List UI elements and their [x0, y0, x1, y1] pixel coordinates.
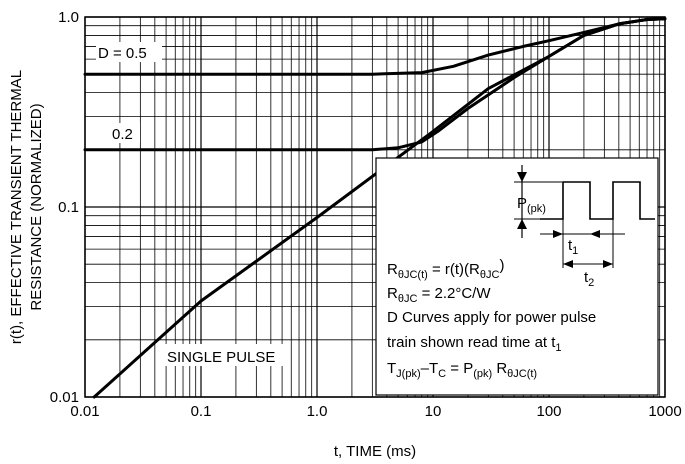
note-line-4: train shown read time at t1 — [387, 334, 562, 354]
pulse-train-diagram: P(pk) t1 t2 — [514, 165, 655, 289]
label-bg-single — [164, 344, 284, 366]
x-tick-label: 0.1 — [191, 403, 212, 420]
curve-label-d02: 0.2 — [112, 126, 133, 143]
t2-arrow-left-icon — [563, 260, 573, 268]
curve-single-pulse — [92, 17, 667, 399]
x-tick-label: 100 — [536, 403, 561, 420]
pk-arrow-down-icon — [517, 172, 527, 182]
notes-box: P(pk) t1 t2 RθJC(t) = r(t)(RθJC) RθJC = … — [375, 157, 659, 396]
pulse-train-waveform — [540, 181, 655, 220]
x-tick-label: 1.0 — [307, 403, 328, 420]
curves — [83, 17, 667, 399]
notes-box-frame — [375, 157, 659, 396]
t1-arrow-left-icon — [590, 230, 600, 238]
t2-label: t2 — [584, 269, 594, 289]
label-bg-d02 — [110, 123, 140, 143]
curve-label-single-pulse: SINGLE PULSE — [167, 349, 275, 366]
y-tick-label: 0.1 — [58, 199, 79, 216]
t1-label: t1 — [568, 237, 578, 257]
x-tick-label: 1000 — [648, 403, 681, 420]
p-pk-label: P(pk) — [517, 195, 546, 215]
note-line-1: RθJC(t) = r(t)(RθJC) — [387, 257, 504, 281]
note-line-2: RθJC = 2.2°C/W — [387, 285, 491, 305]
x-tick-label: 10 — [425, 403, 442, 420]
note-line-5: TJ(pk)–TC = P(pk) RθJC(t) — [387, 360, 537, 380]
y-tick-label: 1.0 — [58, 9, 79, 26]
plot-frame — [84, 16, 666, 398]
x-tick-labels: 0.01 0.1 1.0 10 100 1000 — [70, 403, 681, 420]
t2-arrow-right-icon — [603, 260, 613, 268]
y-tick-labels: 0.01 0.1 1.0 — [50, 9, 79, 406]
note-line-3: D Curves apply for power pulse — [387, 309, 596, 326]
curve-label-d05: D = 0.5 — [98, 45, 147, 62]
label-bg-d05 — [96, 42, 162, 62]
t1-arrow-right-icon — [553, 230, 563, 238]
x-axis-title: t, TIME (ms) — [334, 443, 416, 460]
y-axis-title-line1: r(t), EFFECTIVE TRANSIENT THERMAL — [8, 70, 25, 344]
x-tick-label: 0.01 — [70, 403, 99, 420]
y-axis-title-line2: RESISTANCE (NORMALIZED) — [28, 103, 45, 310]
y-tick-label: 0.01 — [50, 389, 79, 406]
pk-arrow-up-icon — [517, 219, 527, 229]
